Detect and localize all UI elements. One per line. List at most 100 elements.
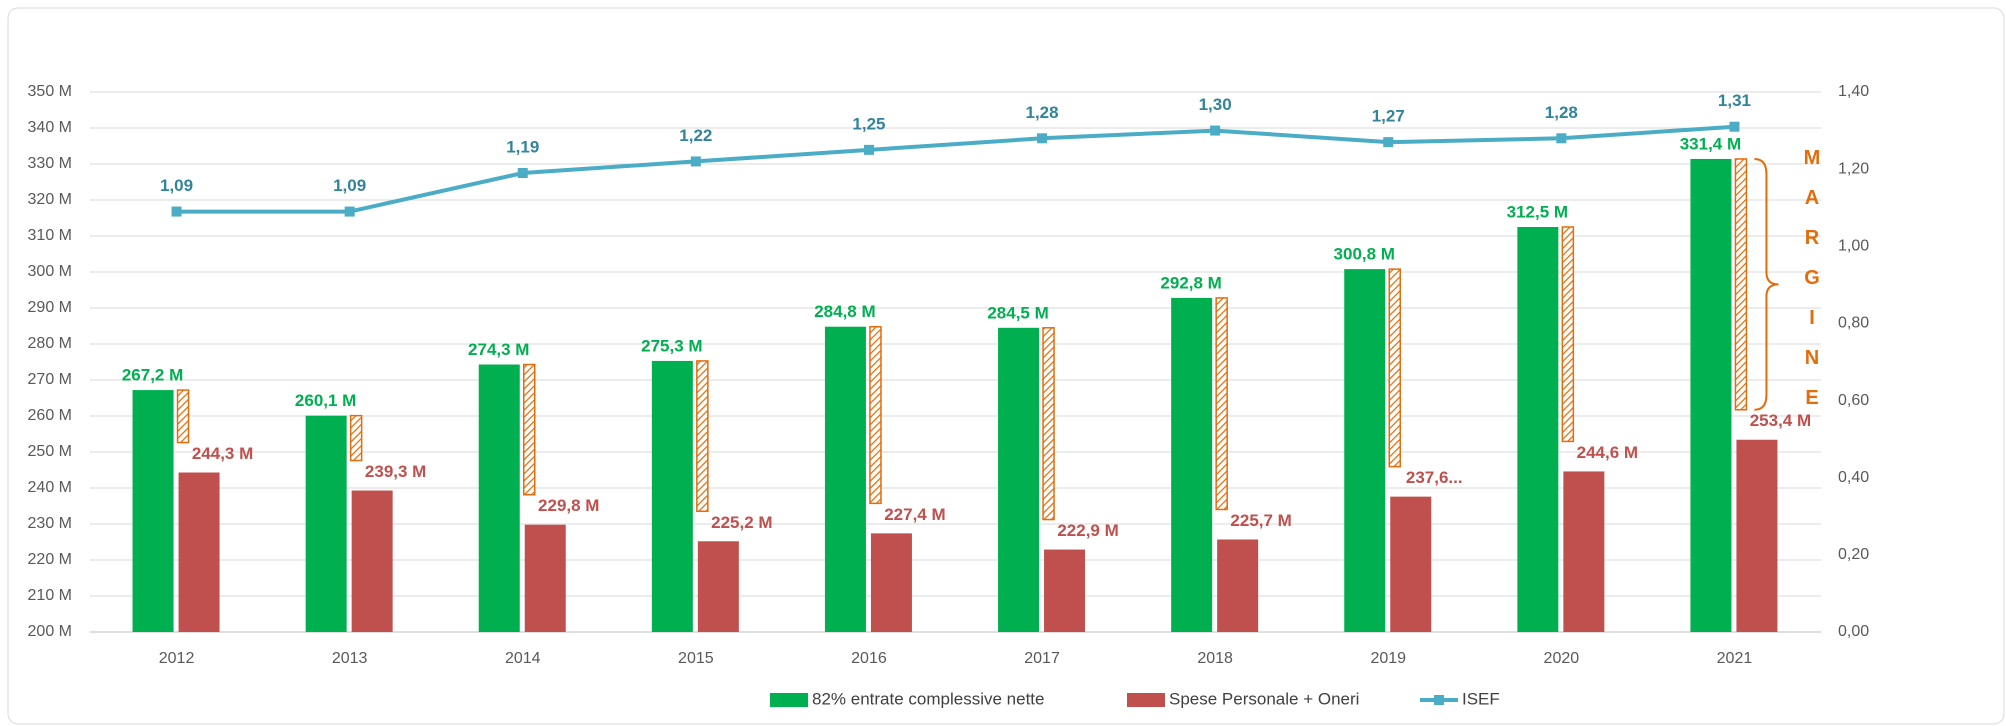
bar	[524, 524, 566, 632]
marker	[690, 156, 701, 167]
margin-bar	[1042, 327, 1055, 521]
data-label: 1,09	[160, 176, 193, 195]
marker	[1383, 137, 1394, 148]
data-label: 227,4 M	[884, 505, 945, 524]
y2-tick-label: 1,40	[1838, 83, 1869, 100]
margin-bar	[1215, 297, 1228, 511]
bar	[1171, 297, 1213, 632]
data-label: 312,5 M	[1507, 202, 1568, 221]
y-tick-label: 260 M	[28, 407, 72, 424]
bar	[870, 533, 912, 632]
y-tick-label: 280 M	[28, 335, 72, 352]
data-label: 284,5 M	[987, 303, 1048, 322]
marker	[1556, 133, 1567, 144]
data-label: 1,09	[333, 176, 366, 195]
y2-tick-label: 1,20	[1838, 160, 1869, 177]
y-tick-label: 230 M	[28, 515, 72, 532]
y2-tick-label: 0,60	[1838, 392, 1869, 409]
marker	[1037, 133, 1048, 144]
data-label: 239,3 M	[365, 462, 426, 481]
margin-bar	[1734, 158, 1748, 411]
margin-bar	[696, 360, 709, 513]
data-label: 244,6 M	[1577, 443, 1638, 462]
marker	[863, 144, 874, 155]
legend-label: ISEF	[1462, 689, 1500, 708]
margin-bar	[176, 389, 190, 444]
y-tick-label: 320 M	[28, 191, 72, 208]
marker	[171, 206, 182, 217]
y-tick-label: 330 M	[28, 155, 72, 172]
data-label: 267,2 M	[122, 366, 183, 385]
data-label: 300,8 M	[1334, 245, 1395, 264]
y-tick-label: 240 M	[28, 479, 72, 496]
y2-tick-label: 1,00	[1838, 238, 1869, 255]
data-label: 1,28	[1545, 103, 1578, 122]
margin-bar	[869, 325, 882, 505]
x-tick-label: 2021	[1717, 650, 1753, 667]
x-tick-label: 2019	[1370, 650, 1406, 667]
bar	[1736, 439, 1778, 632]
data-label: 331,4 M	[1680, 134, 1741, 153]
y-tick-label: 270 M	[28, 371, 72, 388]
y-tick-label: 250 M	[28, 443, 72, 460]
data-label: 237,6...	[1406, 468, 1463, 487]
x-tick-label: 2015	[678, 650, 714, 667]
y-tick-label: 210 M	[28, 587, 72, 604]
margin-bar	[523, 363, 536, 496]
x-tick-label: 2013	[332, 650, 368, 667]
margin-bar	[1561, 226, 1575, 443]
bar	[1344, 269, 1386, 632]
data-label: 244,3 M	[192, 444, 253, 463]
data-label: 229,8 M	[538, 496, 599, 515]
bar	[351, 490, 393, 632]
legend-swatch	[1434, 695, 1444, 705]
bar	[1217, 539, 1259, 632]
line	[176, 124, 1735, 214]
data-label: 225,2 M	[711, 513, 772, 532]
data-label: 1,22	[679, 126, 712, 145]
data-label: 1,19	[506, 137, 539, 156]
marker	[1729, 121, 1740, 132]
bar	[178, 472, 220, 632]
data-label: 1,31	[1718, 91, 1751, 110]
y-tick-label: 220 M	[28, 551, 72, 568]
data-label: 225,7 M	[1230, 511, 1291, 530]
y2-tick-label: 0,80	[1838, 315, 1869, 332]
bar	[998, 327, 1040, 632]
legend-swatch	[770, 693, 808, 707]
y2-tick-label: 0,00	[1838, 623, 1869, 640]
y-tick-label: 310 M	[28, 227, 72, 244]
x-tick-label: 2016	[851, 650, 887, 667]
legend-swatch	[1127, 693, 1165, 707]
y-tick-label: 300 M	[28, 263, 72, 280]
bar	[1690, 158, 1732, 632]
y2-tick-label: 0,20	[1838, 546, 1869, 563]
margin-bar	[349, 414, 363, 462]
margin-bar	[1388, 268, 1401, 468]
bar	[824, 326, 866, 632]
marker	[344, 206, 355, 217]
data-label: 1,28	[1026, 103, 1059, 122]
bar	[1390, 496, 1432, 632]
data-label: 284,8 M	[814, 302, 875, 321]
annotation: MARGINE	[1801, 147, 1823, 427]
y-tick-label: 350 M	[28, 83, 72, 100]
legend-label: Spese Personale + Oneri	[1169, 689, 1359, 708]
x-tick-label: 2017	[1024, 650, 1060, 667]
data-label: 260,1 M	[295, 391, 356, 410]
y-tick-label: 200 M	[28, 623, 72, 640]
x-tick-label: 2014	[505, 650, 541, 667]
bar	[697, 541, 739, 632]
x-tick-label: 2020	[1544, 650, 1580, 667]
data-label: 1,27	[1372, 107, 1405, 126]
bar	[132, 390, 174, 632]
bar	[305, 415, 347, 632]
marker	[1210, 125, 1221, 136]
x-tick-label: 2018	[1197, 650, 1233, 667]
bar	[651, 360, 693, 632]
bar	[1517, 227, 1559, 632]
brace	[1754, 157, 1779, 411]
bar	[1563, 471, 1605, 632]
data-label: 1,25	[852, 114, 885, 133]
